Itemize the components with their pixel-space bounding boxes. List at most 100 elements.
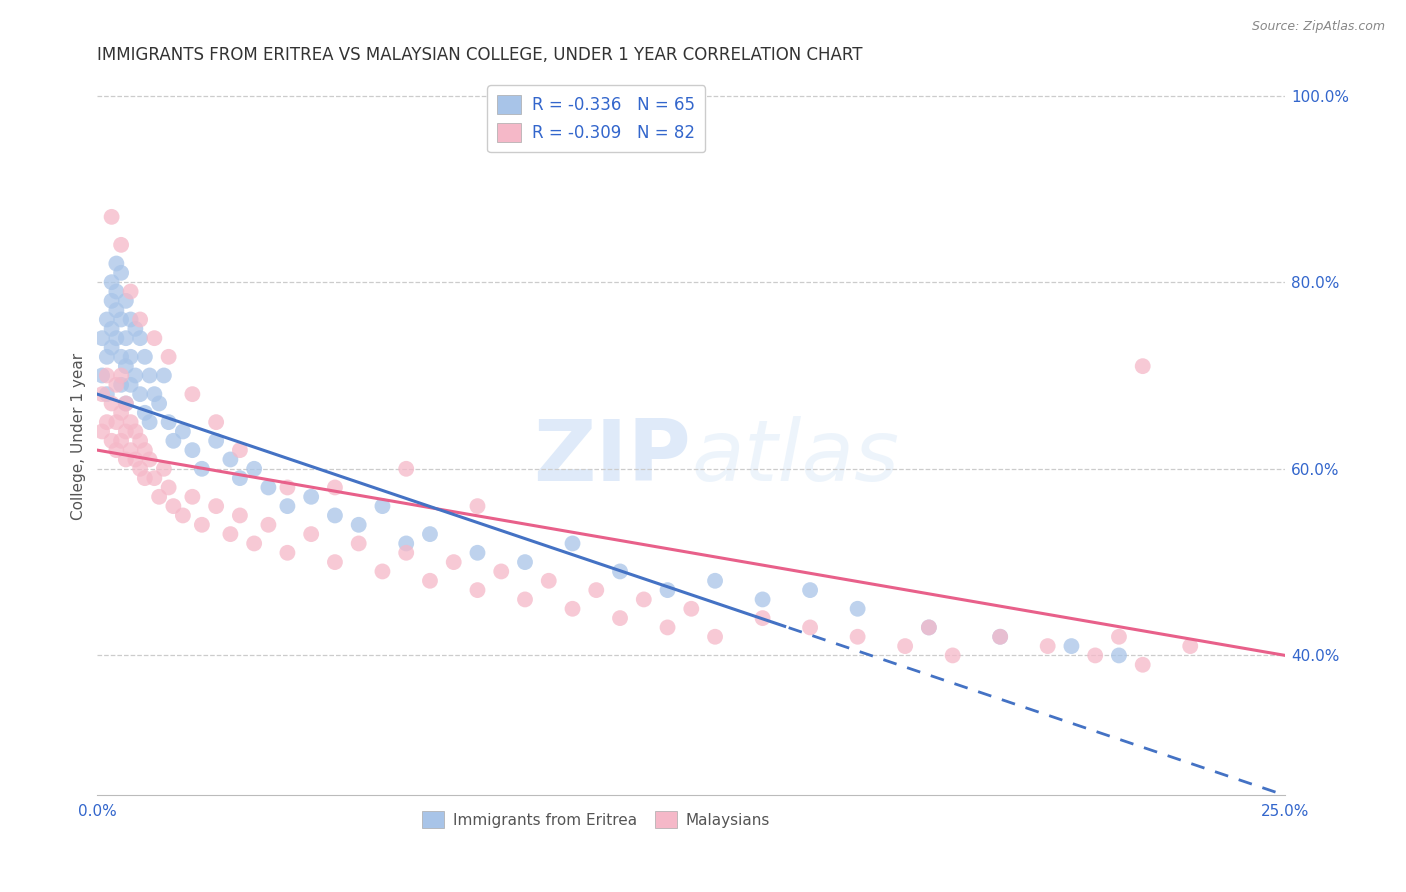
Point [120,377,142,392]
Point [276,480,298,494]
Point [443,555,465,569]
Point [115,425,138,439]
Point [129,462,152,476]
Point [105,415,128,429]
Point [846,630,869,644]
Legend: Immigrants from Eritrea, Malaysians: Immigrants from Eritrea, Malaysians [416,805,776,834]
Point [124,368,146,383]
Point [96,387,118,401]
Point [96,312,118,326]
Point [124,322,146,336]
Point [419,527,441,541]
Point [120,443,142,458]
Y-axis label: College, Under 1 year: College, Under 1 year [72,352,86,520]
Point [243,536,266,550]
Point [323,508,346,523]
Point [513,555,536,569]
Point [181,490,204,504]
Point [513,592,536,607]
Point [110,406,132,420]
Point [115,293,138,308]
Point [491,565,513,579]
Point [162,434,184,448]
Point [299,490,322,504]
Text: atlas: atlas [692,417,900,500]
Point [153,368,176,383]
Point [918,620,941,634]
Point [91,387,114,401]
Point [110,377,132,392]
Point [105,331,128,345]
Point [96,415,118,429]
Point [988,630,1011,644]
Point [124,425,146,439]
Point [1132,657,1154,672]
Point [115,452,138,467]
Point [91,425,114,439]
Point [100,396,122,410]
Point [585,583,607,598]
Point [138,368,160,383]
Point [120,285,142,299]
Point [219,527,242,541]
Point [419,574,441,588]
Point [799,620,821,634]
Point [371,499,394,513]
Point [105,443,128,458]
Point [96,368,118,383]
Point [657,583,679,598]
Point [134,350,156,364]
Point [100,341,122,355]
Point [371,565,394,579]
Point [229,471,252,485]
Point [129,387,152,401]
Point [1180,639,1202,653]
Point [115,396,138,410]
Point [120,415,142,429]
Point [467,499,489,513]
Point [138,452,160,467]
Point [129,434,152,448]
Point [205,415,228,429]
Point [467,583,489,598]
Point [110,237,132,252]
Point [124,452,146,467]
Point [323,480,346,494]
Point [143,331,166,345]
Point [191,462,214,476]
Point [942,648,965,663]
Point [323,555,346,569]
Text: ZIP: ZIP [533,417,692,500]
Point [157,480,180,494]
Point [115,396,138,410]
Point [395,546,418,560]
Point [105,377,128,392]
Point [561,536,583,550]
Point [704,574,727,588]
Point [1132,359,1154,373]
Point [276,499,298,513]
Point [1084,648,1107,663]
Point [134,471,156,485]
Point [110,312,132,326]
Point [988,630,1011,644]
Point [100,322,122,336]
Point [751,592,773,607]
Point [219,452,242,467]
Point [143,471,166,485]
Point [681,601,703,615]
Point [191,517,214,532]
Point [138,415,160,429]
Point [91,331,114,345]
Point [129,331,152,345]
Point [110,266,132,280]
Point [115,331,138,345]
Point [148,490,170,504]
Point [134,406,156,420]
Point [110,350,132,364]
Point [395,536,418,550]
Text: Source: ZipAtlas.com: Source: ZipAtlas.com [1251,20,1385,33]
Point [1036,639,1059,653]
Point [172,425,194,439]
Point [1108,648,1130,663]
